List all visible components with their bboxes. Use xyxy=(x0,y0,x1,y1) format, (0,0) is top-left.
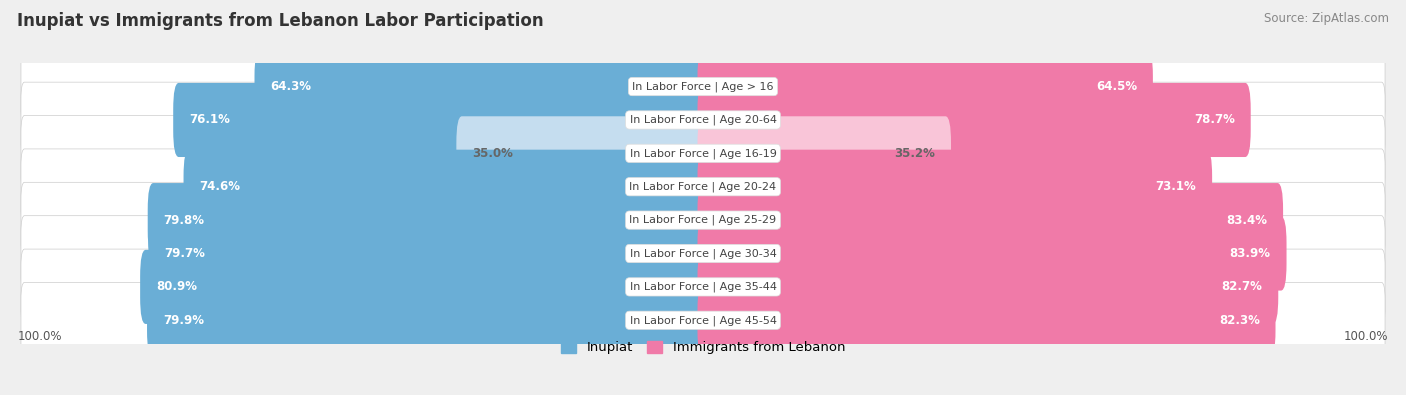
FancyBboxPatch shape xyxy=(697,150,1212,224)
Text: In Labor Force | Age 35-44: In Labor Force | Age 35-44 xyxy=(630,282,776,292)
Text: 64.5%: 64.5% xyxy=(1095,80,1137,93)
FancyBboxPatch shape xyxy=(21,82,1385,158)
FancyBboxPatch shape xyxy=(21,182,1385,258)
FancyBboxPatch shape xyxy=(184,150,709,224)
Text: 80.9%: 80.9% xyxy=(156,280,197,293)
Text: In Labor Force | Age 20-24: In Labor Force | Age 20-24 xyxy=(630,181,776,192)
FancyBboxPatch shape xyxy=(697,116,950,190)
FancyBboxPatch shape xyxy=(148,183,709,257)
FancyBboxPatch shape xyxy=(149,216,709,291)
FancyBboxPatch shape xyxy=(141,250,709,324)
Legend: Inupiat, Immigrants from Lebanon: Inupiat, Immigrants from Lebanon xyxy=(555,335,851,359)
Text: 100.0%: 100.0% xyxy=(1344,330,1389,343)
Text: 79.7%: 79.7% xyxy=(165,247,205,260)
FancyBboxPatch shape xyxy=(21,49,1385,124)
Text: 82.3%: 82.3% xyxy=(1219,314,1260,327)
FancyBboxPatch shape xyxy=(21,282,1385,358)
Text: 79.8%: 79.8% xyxy=(163,214,204,227)
FancyBboxPatch shape xyxy=(457,116,709,190)
FancyBboxPatch shape xyxy=(697,250,1278,324)
Text: 79.9%: 79.9% xyxy=(163,314,204,327)
Text: 78.7%: 78.7% xyxy=(1194,113,1234,126)
FancyBboxPatch shape xyxy=(21,216,1385,292)
Text: 100.0%: 100.0% xyxy=(17,330,62,343)
Text: 74.6%: 74.6% xyxy=(200,180,240,193)
FancyBboxPatch shape xyxy=(148,283,709,357)
Text: Source: ZipAtlas.com: Source: ZipAtlas.com xyxy=(1264,12,1389,25)
FancyBboxPatch shape xyxy=(697,49,1153,124)
FancyBboxPatch shape xyxy=(697,83,1251,157)
Text: 73.1%: 73.1% xyxy=(1156,180,1197,193)
FancyBboxPatch shape xyxy=(21,115,1385,191)
FancyBboxPatch shape xyxy=(254,49,709,124)
Text: 64.3%: 64.3% xyxy=(270,80,311,93)
Text: In Labor Force | Age 16-19: In Labor Force | Age 16-19 xyxy=(630,148,776,159)
Text: 35.2%: 35.2% xyxy=(894,147,935,160)
Text: In Labor Force | Age 30-34: In Labor Force | Age 30-34 xyxy=(630,248,776,259)
Text: 82.7%: 82.7% xyxy=(1222,280,1263,293)
Text: 83.4%: 83.4% xyxy=(1226,214,1267,227)
FancyBboxPatch shape xyxy=(21,149,1385,224)
FancyBboxPatch shape xyxy=(697,183,1284,257)
Text: 35.0%: 35.0% xyxy=(472,147,513,160)
Text: In Labor Force | Age 20-64: In Labor Force | Age 20-64 xyxy=(630,115,776,125)
Text: In Labor Force | Age 25-29: In Labor Force | Age 25-29 xyxy=(630,215,776,226)
FancyBboxPatch shape xyxy=(697,283,1275,357)
FancyBboxPatch shape xyxy=(697,216,1286,291)
Text: 83.9%: 83.9% xyxy=(1230,247,1271,260)
Text: In Labor Force | Age 45-54: In Labor Force | Age 45-54 xyxy=(630,315,776,325)
Text: 76.1%: 76.1% xyxy=(188,113,231,126)
FancyBboxPatch shape xyxy=(21,249,1385,325)
FancyBboxPatch shape xyxy=(173,83,709,157)
Text: Inupiat vs Immigrants from Lebanon Labor Participation: Inupiat vs Immigrants from Lebanon Labor… xyxy=(17,12,544,30)
Text: In Labor Force | Age > 16: In Labor Force | Age > 16 xyxy=(633,81,773,92)
